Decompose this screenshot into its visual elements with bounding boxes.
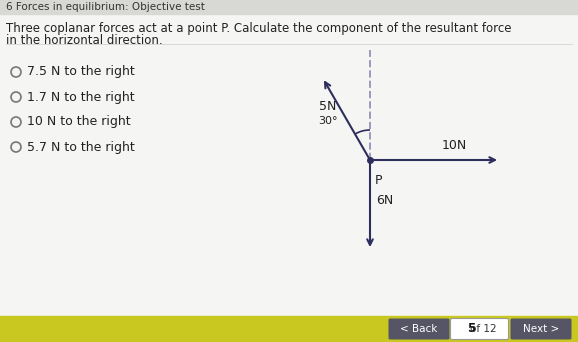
Text: 6 Forces in equilibrium: Objective test: 6 Forces in equilibrium: Objective test (6, 2, 205, 12)
Text: 5.7 N to the right: 5.7 N to the right (27, 141, 135, 154)
Text: Three coplanar forces act at a point P. Calculate the component of the resultant: Three coplanar forces act at a point P. … (6, 22, 512, 35)
Text: in the horizontal direction.: in the horizontal direction. (6, 34, 162, 47)
Text: P: P (375, 174, 383, 187)
Text: 10N: 10N (442, 139, 467, 152)
Text: 10 N to the right: 10 N to the right (27, 116, 131, 129)
Text: 5: 5 (468, 323, 476, 336)
FancyBboxPatch shape (388, 318, 450, 340)
Text: Next >: Next > (523, 324, 559, 334)
Text: 5N: 5N (318, 100, 336, 113)
Text: 1.7 N to the right: 1.7 N to the right (27, 91, 135, 104)
Bar (0, 0, 578, 14)
FancyBboxPatch shape (510, 318, 572, 340)
Bar (0, 316, 578, 342)
Text: 7.5 N to the right: 7.5 N to the right (27, 66, 135, 79)
FancyBboxPatch shape (450, 318, 509, 340)
Text: of 12: of 12 (470, 324, 497, 334)
Text: 6N: 6N (376, 194, 393, 207)
Text: 30°: 30° (318, 116, 338, 126)
Text: < Back: < Back (401, 324, 438, 334)
